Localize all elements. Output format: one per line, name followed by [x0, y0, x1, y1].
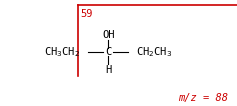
Text: 59: 59: [80, 9, 92, 19]
Text: CH$_2$CH$_3$: CH$_2$CH$_3$: [136, 45, 172, 59]
Text: H: H: [105, 65, 111, 75]
Text: m/z = 88: m/z = 88: [178, 93, 228, 103]
Text: CH$_3$CH$_2$: CH$_3$CH$_2$: [44, 45, 80, 59]
Text: OH: OH: [103, 30, 115, 40]
Text: C: C: [105, 47, 111, 57]
